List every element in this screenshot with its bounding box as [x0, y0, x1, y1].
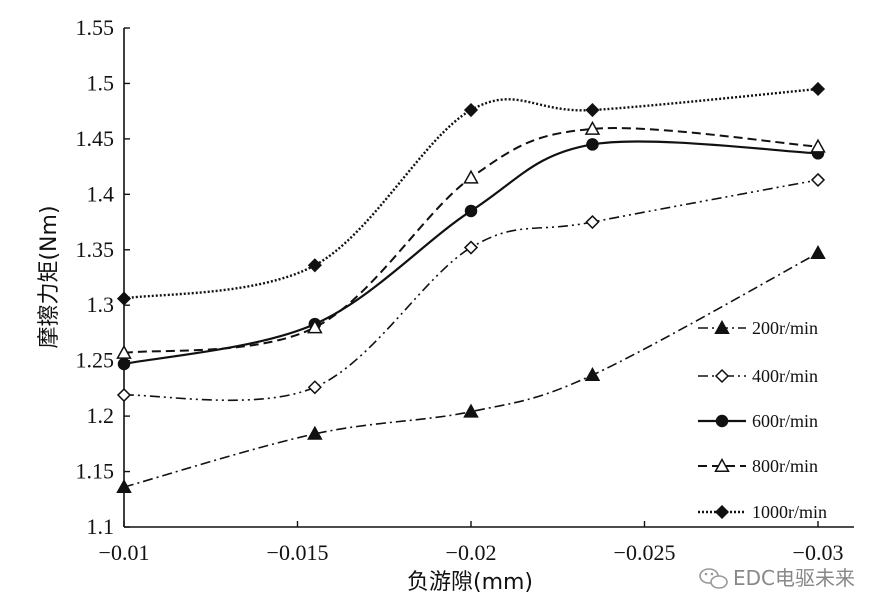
legend-item: 200r/min [698, 318, 818, 338]
data-point [307, 425, 323, 440]
y-tick-label: 1.5 [87, 70, 115, 95]
legend-item: 800r/min [698, 456, 818, 476]
legend-label: 600r/min [752, 411, 818, 431]
x-tick-label: −0.01 [99, 540, 150, 565]
data-point [585, 214, 600, 230]
y-tick-label: 1.1 [87, 514, 115, 539]
legend-marker [714, 368, 730, 384]
series-400r/min [116, 172, 826, 403]
legend-item: 1000r/min [698, 502, 827, 522]
x-tick-label: −0.015 [267, 540, 329, 565]
legend-label: 200r/min [752, 318, 818, 338]
legend-item: 600r/min [698, 411, 818, 431]
series-1000r/min [116, 81, 826, 306]
y-ticks: 1.1 1.15 1.2 1.25 1.3 1.35 1.4 1.45 1.5 1.55 [76, 15, 130, 539]
watermark: EDC电驱未来 [699, 566, 855, 590]
legend-marker [715, 414, 729, 428]
y-tick-label: 1.4 [87, 181, 115, 206]
y-tick-label: 1.2 [87, 403, 115, 428]
data-point [307, 319, 323, 334]
legend: 200r/min 400r/min 600r/min 800r/min 1000r/mi… [698, 318, 827, 522]
y-tick-label: 1.55 [76, 15, 115, 40]
wechat-icon [699, 568, 728, 589]
data-point [307, 380, 322, 395]
y-tick-label: 1.25 [76, 348, 115, 373]
legend-marker [714, 504, 730, 520]
data-point [116, 479, 132, 494]
series-line [123, 252, 819, 488]
data-point [585, 102, 600, 118]
x-ticks: −0.01 −0.015 −0.02 −0.025 −0.03 [99, 521, 844, 565]
data-point [463, 240, 479, 255]
y-tick-label: 1.45 [76, 126, 115, 151]
data-point [463, 169, 479, 184]
series-800r/min [116, 120, 826, 359]
data-point [464, 204, 478, 218]
data-point [116, 344, 132, 359]
legend-label: 800r/min [752, 456, 818, 476]
data-point [586, 138, 599, 151]
data-point [584, 367, 601, 382]
data-point [584, 120, 601, 135]
x-tick-label: −0.03 [793, 540, 844, 565]
x-axis-title: 负游隙(mm) [407, 570, 533, 595]
legend-label: 1000r/min [752, 502, 827, 522]
series-group [116, 81, 826, 494]
x-tick-label: −0.02 [446, 540, 497, 565]
data-point [810, 245, 826, 260]
data-point [116, 387, 132, 403]
data-point [463, 102, 479, 118]
data-point [307, 258, 322, 273]
watermark-text: EDC电驱未来 [733, 566, 855, 590]
legend-marker [714, 457, 730, 472]
axes [123, 28, 854, 528]
y-axis-title: 摩擦力矩(Nm) [37, 205, 62, 348]
series-line [123, 127, 819, 354]
y-tick-label: 1.15 [76, 459, 115, 484]
legend-marker [714, 319, 730, 334]
legend-item: 400r/min [698, 366, 818, 386]
y-tick-label: 1.3 [87, 292, 115, 317]
data-point [117, 357, 131, 371]
data-point [116, 291, 132, 306]
series-200r/min [116, 245, 826, 494]
y-tick-label: 1.35 [76, 237, 115, 262]
data-point [810, 81, 826, 97]
data-point [463, 403, 479, 418]
legend-label: 400r/min [752, 366, 818, 386]
data-point [810, 138, 826, 153]
data-point [810, 172, 826, 187]
series-line [123, 87, 819, 300]
x-tick-label: −0.025 [614, 540, 676, 565]
